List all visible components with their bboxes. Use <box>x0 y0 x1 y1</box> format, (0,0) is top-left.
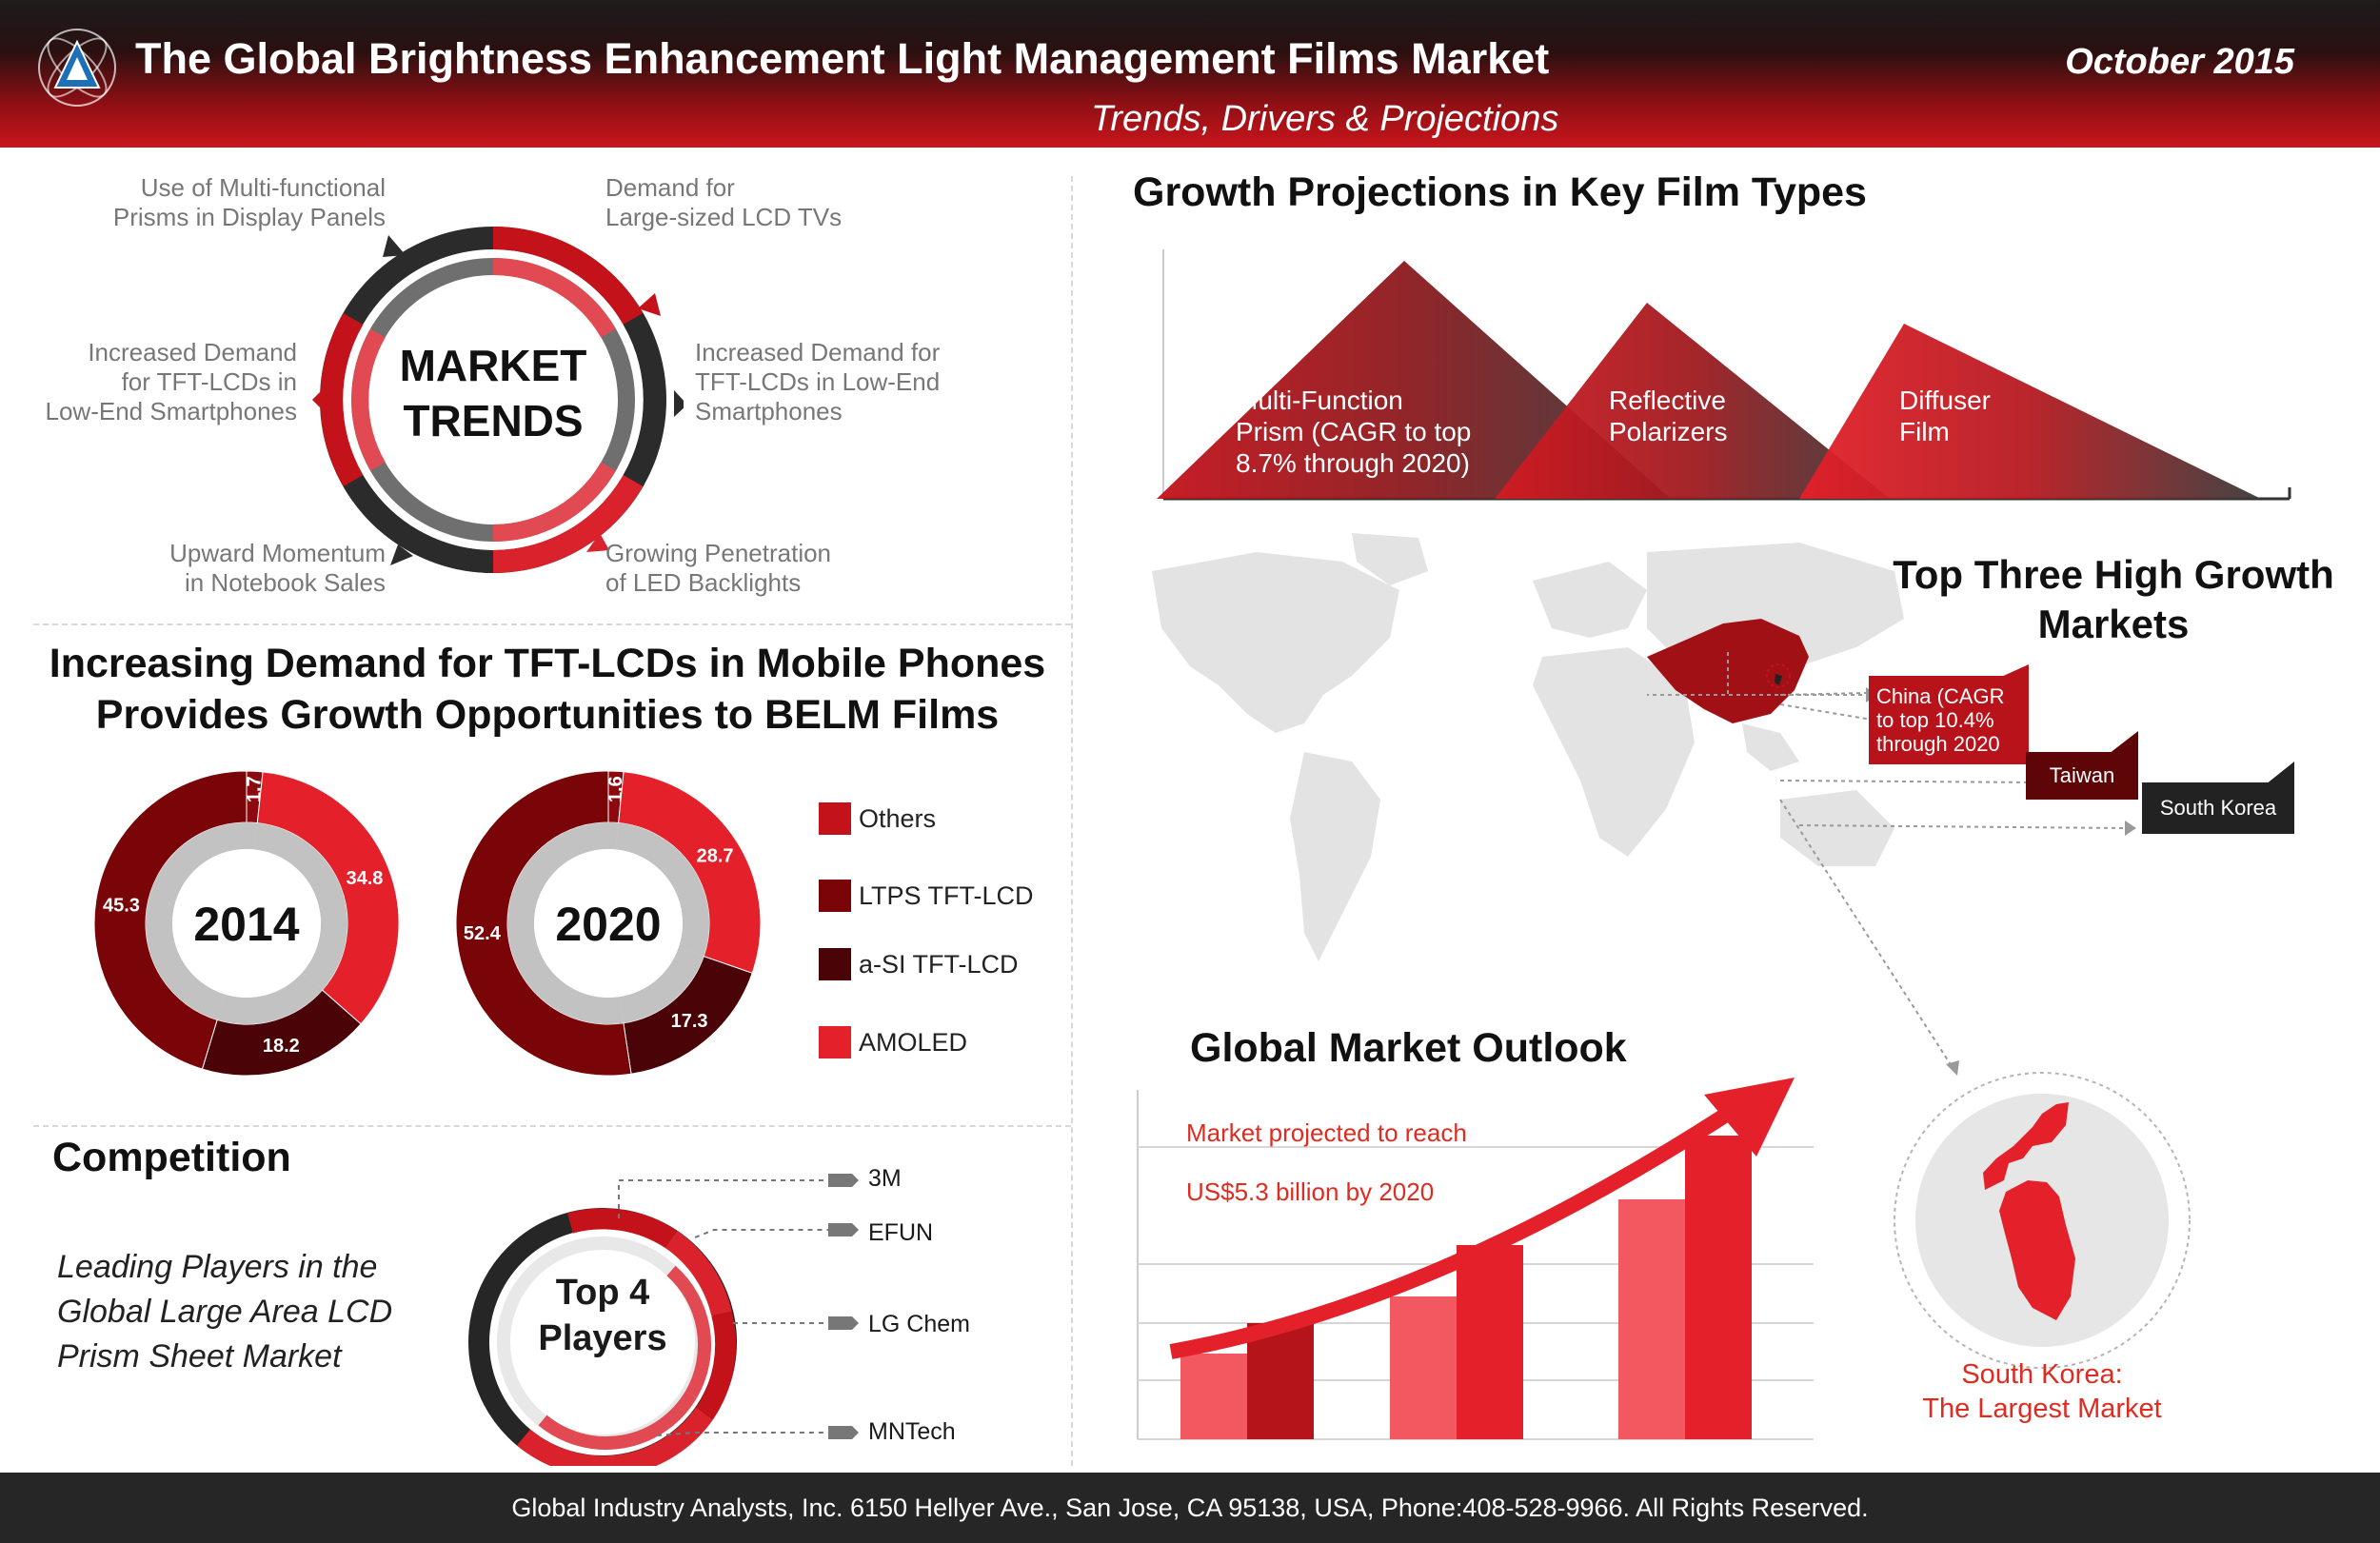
donut-inner-ring <box>146 822 247 1020</box>
player-efun: EFUN <box>868 1219 934 1246</box>
column-divider <box>1071 176 1073 1466</box>
footer: Global Industry Analysts, Inc. 6150 Hell… <box>0 1473 2380 1543</box>
chart-legend: Others LTPS TFT-LCD a-SI TFT-LCD AMOLED <box>819 801 1066 1059</box>
donut-value-label: 52.4 <box>464 923 502 944</box>
donut-inner-ring <box>217 972 323 1024</box>
world-map <box>1152 533 1952 961</box>
legend-swatch <box>819 948 851 980</box>
legend-item: a-SI TFT-LCD <box>819 947 1066 981</box>
section-divider <box>33 1125 1071 1127</box>
donut-value-label: 28.7 <box>697 845 734 866</box>
callout-china: China (CAGR to top 10.4% through 2020 <box>1869 676 2029 764</box>
donut-year-label: 2014 <box>193 898 299 951</box>
donut-value-label: 18.2 <box>263 1036 300 1057</box>
market-trends-ring <box>312 227 684 573</box>
legend-item: Others <box>819 801 1066 836</box>
donut-chart-2014: 1.734.818.245.3 2014 <box>93 771 400 1077</box>
legend-swatch <box>819 1026 851 1058</box>
company-logo <box>38 29 116 107</box>
outlook-chart <box>1137 1078 1814 1440</box>
donut-inner-ring <box>507 822 624 1024</box>
market-trends-label: MARKET TRENDS <box>350 338 636 448</box>
south-korea-map <box>1894 1072 2191 1369</box>
donut-inner-ring <box>615 822 709 957</box>
trend-item: Increased Demand for TFT-LCDs in Low-End… <box>695 338 941 425</box>
top-markets-title: Top Three High Growth Markets <box>1893 552 2334 646</box>
donut-inner-ring <box>608 822 619 850</box>
legend-swatch <box>819 802 851 835</box>
report-date: October 2015 <box>2065 42 2294 82</box>
header-bar <box>0 0 2380 148</box>
donut-hole <box>172 849 321 998</box>
trend-item: Demand for Large-sized LCD TVs <box>605 173 843 231</box>
growth-title: Growth Projections in Key Film Types <box>1133 169 1867 215</box>
donut-value-label: 45.3 <box>103 895 140 916</box>
legend-item: LTPS TFT-LCD <box>819 879 1066 913</box>
film-label-diffuser-film: Diffuser Film <box>1899 386 1991 446</box>
donut-charts: 1.734.818.245.3 2014 1.628.717.352.4 2020 <box>93 771 762 1077</box>
player-lg-chem: LG Chem <box>868 1311 970 1337</box>
trend-item: Upward Momentum in Notebook Sales <box>169 539 386 597</box>
donut-inner-ring <box>619 947 704 1023</box>
outlook-note-line1: Market projected to reach <box>1186 1118 1467 1147</box>
section-divider <box>33 623 1071 625</box>
page-title: The Global Brightness Enhancement Light … <box>135 34 1550 83</box>
player-3m: 3M <box>868 1165 902 1192</box>
donut-chart-2020: 1.628.717.352.4 2020 <box>455 771 762 1077</box>
callout-taiwan: Taiwan <box>2026 752 2138 800</box>
donut-inner-ring <box>254 822 348 991</box>
competition-title: Competition <box>52 1135 291 1180</box>
competition-description: Leading Players in the Global Large Area… <box>57 1249 393 1375</box>
top-players-ring <box>468 1174 859 1466</box>
top-players-label: Top 4 Players <box>538 1273 667 1358</box>
page-subtitle: Trends, Drivers & Projections <box>1091 99 1559 139</box>
film-label-reflective-polarizers: Reflective Polarizers <box>1609 386 1728 446</box>
market-trends-line2: TRENDS <box>403 396 584 445</box>
callout-south-korea: South Korea <box>2142 782 2294 834</box>
film-label-multifunction-prism: Multi-Function Prism (CAGR to top 8.7% t… <box>1236 386 1472 478</box>
donut-value-label: 17.3 <box>671 1011 708 1032</box>
donut-year-label: 2020 <box>555 898 661 951</box>
trend-item: Use of Multi-functional Prisms in Displa… <box>112 173 386 231</box>
mobile-demand-title: Increasing Demand for TFT-LCDs in Mobile… <box>49 641 1046 738</box>
player-mntech: MNTech <box>868 1418 956 1445</box>
trend-item: Growing Penetration of LED Backlights <box>605 539 832 597</box>
donut-inner-ring <box>247 822 258 850</box>
outlook-note-line2: US$5.3 billion by 2020 <box>1186 1177 1435 1206</box>
legend-swatch <box>819 880 851 912</box>
market-trends-line1: MARKET <box>399 341 587 390</box>
film-types-chart <box>1157 249 2291 501</box>
donut-hole <box>534 849 683 998</box>
legend-item: AMOLED <box>819 1025 1066 1059</box>
outlook-title: Global Market Outlook <box>1190 1025 1627 1071</box>
trend-item: Increased Demand for TFT-LCDs in Low-End… <box>45 338 297 425</box>
largest-market-label: South Korea: The Largest Market <box>1922 1359 2162 1424</box>
donut-value-label: 34.8 <box>346 868 383 889</box>
